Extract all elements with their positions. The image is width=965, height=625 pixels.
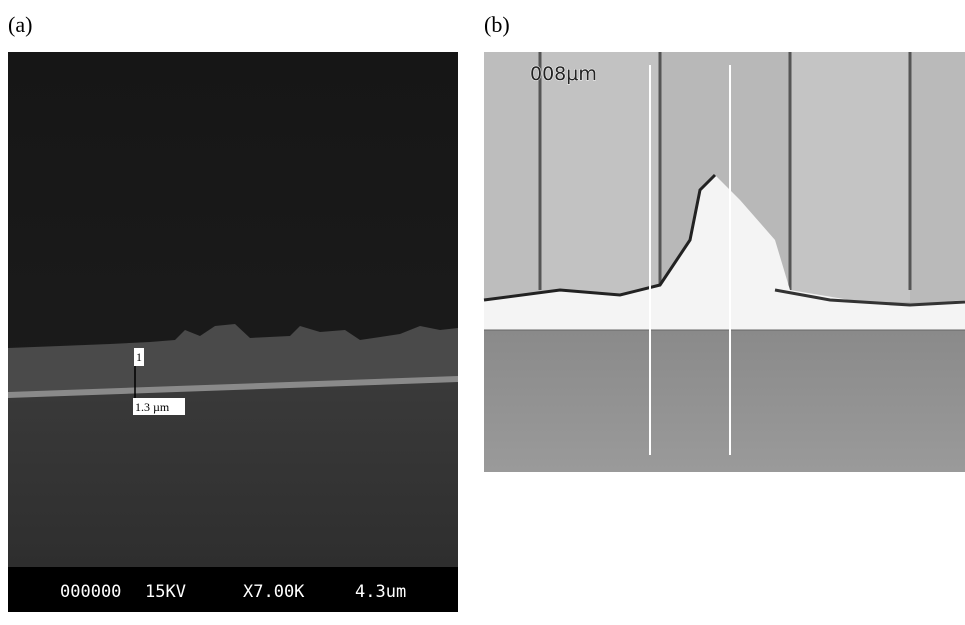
info-id: 000000	[60, 582, 121, 602]
thickness-label: 1.3 µm	[135, 400, 170, 414]
info-voltage: 15KV	[145, 582, 186, 602]
sem-image-a	[8, 52, 458, 612]
marker-label: 1	[136, 350, 142, 364]
info-magnification: X7.00K	[243, 582, 305, 602]
sem-image-b	[483, 52, 965, 472]
info-scale: 4.3um	[355, 582, 406, 602]
panel-label: (a)	[8, 12, 32, 37]
scale-label: 008μm	[530, 63, 597, 85]
panel-label: (b)	[484, 12, 510, 37]
